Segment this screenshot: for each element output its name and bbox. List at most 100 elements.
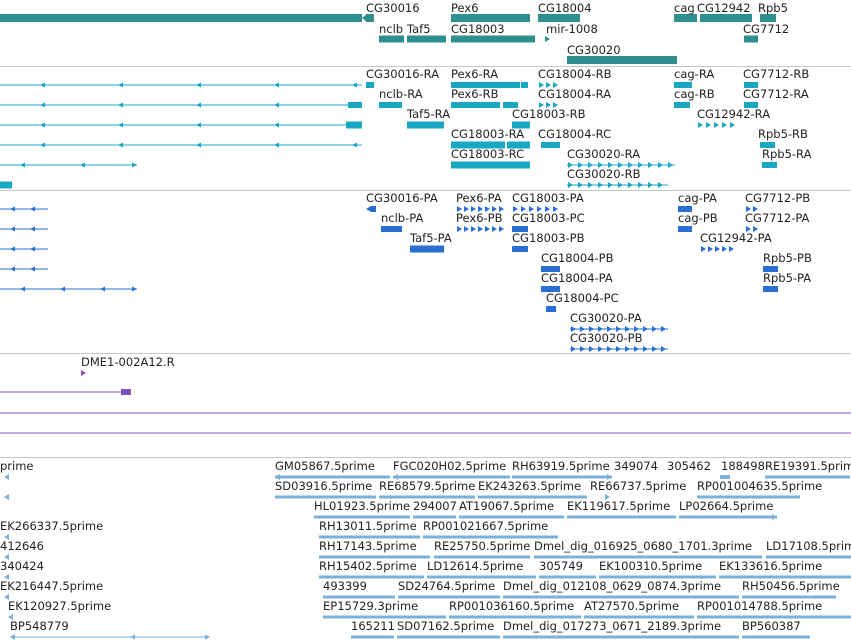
strand-arrow[interactable] bbox=[772, 514, 777, 520]
strand-arrow[interactable] bbox=[648, 182, 653, 188]
strand-arrow[interactable] bbox=[598, 326, 603, 332]
strand-arrow[interactable] bbox=[40, 102, 45, 108]
feature-bar[interactable] bbox=[512, 121, 530, 129]
strand-arrow[interactable] bbox=[130, 634, 135, 640]
strand-arrow[interactable] bbox=[196, 82, 201, 88]
est-label[interactable]: AT27570.5prime bbox=[584, 599, 680, 613]
strand-arrow[interactable] bbox=[274, 102, 279, 108]
strand-arrow[interactable] bbox=[10, 246, 15, 252]
est-label[interactable]: EK243263.5prime bbox=[478, 479, 582, 493]
strand-arrow[interactable] bbox=[545, 206, 550, 212]
strand-arrow[interactable] bbox=[598, 162, 603, 168]
strand-arrow[interactable] bbox=[537, 206, 542, 212]
feature-bar[interactable] bbox=[567, 56, 677, 64]
est-label[interactable]: LP02664.5prime bbox=[679, 499, 774, 513]
cds-label[interactable]: CG18003-PB bbox=[512, 231, 585, 245]
feature-bar[interactable] bbox=[541, 142, 560, 148]
strand-arrow[interactable] bbox=[607, 474, 612, 480]
feature-bar[interactable] bbox=[393, 475, 510, 479]
feature-bar[interactable] bbox=[521, 82, 528, 88]
feature-bar[interactable] bbox=[397, 635, 500, 639]
transcript-label[interactable]: CG18004-RB bbox=[538, 67, 612, 81]
feature-bar[interactable] bbox=[413, 515, 456, 519]
strand-arrow[interactable] bbox=[598, 346, 603, 352]
est-label[interactable]: Dmel_dig_016925_0680_1701.3prime bbox=[534, 539, 753, 553]
est-label[interactable]: AT19067.5prime bbox=[459, 499, 555, 513]
est-label[interactable]: FGC020H02.5prime bbox=[393, 459, 507, 473]
est-label[interactable]: RH50456.5prime bbox=[742, 579, 840, 593]
strand-arrow[interactable] bbox=[580, 346, 585, 352]
transcript-label[interactable]: CG30016-RA bbox=[366, 67, 440, 81]
est-label[interactable]: RP001014788.5prime bbox=[697, 599, 823, 613]
cds-label[interactable]: cag-PA bbox=[678, 191, 717, 205]
feature-bar[interactable] bbox=[719, 575, 851, 579]
feature-bar[interactable] bbox=[599, 575, 716, 579]
strand-arrow[interactable] bbox=[588, 182, 593, 188]
strand-arrow[interactable] bbox=[589, 346, 594, 352]
feature-bar[interactable] bbox=[700, 14, 752, 22]
feature-bar[interactable] bbox=[449, 615, 581, 619]
feature-bar[interactable] bbox=[451, 82, 520, 88]
est-label[interactable]: RH13011.5prime bbox=[319, 519, 417, 533]
feature-bar[interactable] bbox=[319, 575, 424, 579]
strand-arrow[interactable] bbox=[478, 226, 483, 232]
est-label[interactable]: 188498 bbox=[721, 459, 765, 473]
strand-arrow[interactable] bbox=[80, 162, 85, 168]
strand-arrow[interactable] bbox=[715, 246, 720, 252]
strand-arrow[interactable] bbox=[471, 226, 476, 232]
transcript-label[interactable]: CG7712-RB bbox=[743, 67, 810, 81]
est-label[interactable]: SD24764.5prime bbox=[398, 579, 496, 593]
strand-arrow[interactable] bbox=[492, 206, 497, 212]
feature-bar[interactable] bbox=[697, 615, 851, 619]
strand-arrow[interactable] bbox=[539, 82, 544, 88]
cds-label[interactable]: CG18003-PC bbox=[512, 211, 585, 225]
strand-arrow[interactable] bbox=[274, 122, 279, 128]
cds-label[interactable]: nclb-PA bbox=[381, 211, 424, 225]
strand-arrow[interactable] bbox=[722, 122, 727, 128]
cds-label[interactable]: CG18004-PA bbox=[541, 271, 613, 285]
feature-bar[interactable] bbox=[407, 35, 446, 43]
strand-arrow[interactable] bbox=[553, 102, 558, 108]
strand-arrow[interactable] bbox=[638, 182, 643, 188]
strand-arrow[interactable] bbox=[60, 286, 65, 292]
strand-arrow[interactable] bbox=[578, 162, 583, 168]
cds-label[interactable]: CG18004-PB bbox=[541, 251, 614, 265]
strand-arrow[interactable] bbox=[638, 162, 643, 168]
est-label[interactable]: 349074 bbox=[614, 459, 658, 473]
est-label[interactable]: RP001036160.5prime bbox=[449, 599, 575, 613]
feature-bar[interactable] bbox=[0, 181, 12, 189]
strand-arrow[interactable] bbox=[464, 206, 469, 212]
feature-bar[interactable] bbox=[765, 475, 850, 479]
feature-bar[interactable] bbox=[459, 515, 564, 519]
strand-arrow[interactable] bbox=[618, 162, 623, 168]
feature-bar[interactable] bbox=[763, 266, 778, 272]
feature-bar[interactable] bbox=[503, 102, 518, 108]
strand-arrow[interactable] bbox=[20, 286, 25, 292]
strand-arrow[interactable] bbox=[706, 122, 711, 128]
est-label[interactable]: 305462 bbox=[667, 459, 711, 473]
feature-bar[interactable] bbox=[538, 14, 580, 22]
strand-arrow[interactable] bbox=[553, 206, 558, 212]
est-label[interactable]: prime bbox=[0, 459, 34, 473]
strand-arrow[interactable] bbox=[366, 14, 371, 22]
cds-label[interactable]: Rpb5-PB bbox=[763, 251, 812, 265]
strand-arrow[interactable] bbox=[4, 594, 9, 600]
strand-arrow[interactable] bbox=[616, 346, 621, 352]
gene-label-cg18003[interactable]: CG18003 bbox=[451, 22, 505, 36]
strand-arrow[interactable] bbox=[457, 206, 462, 212]
feature-bar[interactable] bbox=[678, 226, 692, 232]
strand-arrow[interactable] bbox=[10, 266, 15, 272]
est-label[interactable]: RE68579.5prime bbox=[379, 479, 476, 493]
est-label[interactable]: EK100310.5prime bbox=[599, 559, 703, 573]
est-label[interactable]: EK120927.5prime bbox=[8, 599, 112, 613]
est-label[interactable]: EK133616.5prime bbox=[719, 559, 823, 573]
strand-arrow[interactable] bbox=[580, 326, 585, 332]
strand-arrow[interactable] bbox=[661, 346, 666, 352]
feature-bar[interactable] bbox=[379, 102, 402, 108]
feature-bar[interactable] bbox=[323, 595, 395, 599]
cds-label[interactable]: CG7712-PA bbox=[745, 211, 810, 225]
strand-arrow[interactable] bbox=[643, 326, 648, 332]
feature-bar[interactable] bbox=[584, 615, 694, 619]
strand-arrow[interactable] bbox=[81, 370, 86, 376]
est-label[interactable]: 340424 bbox=[0, 559, 44, 573]
